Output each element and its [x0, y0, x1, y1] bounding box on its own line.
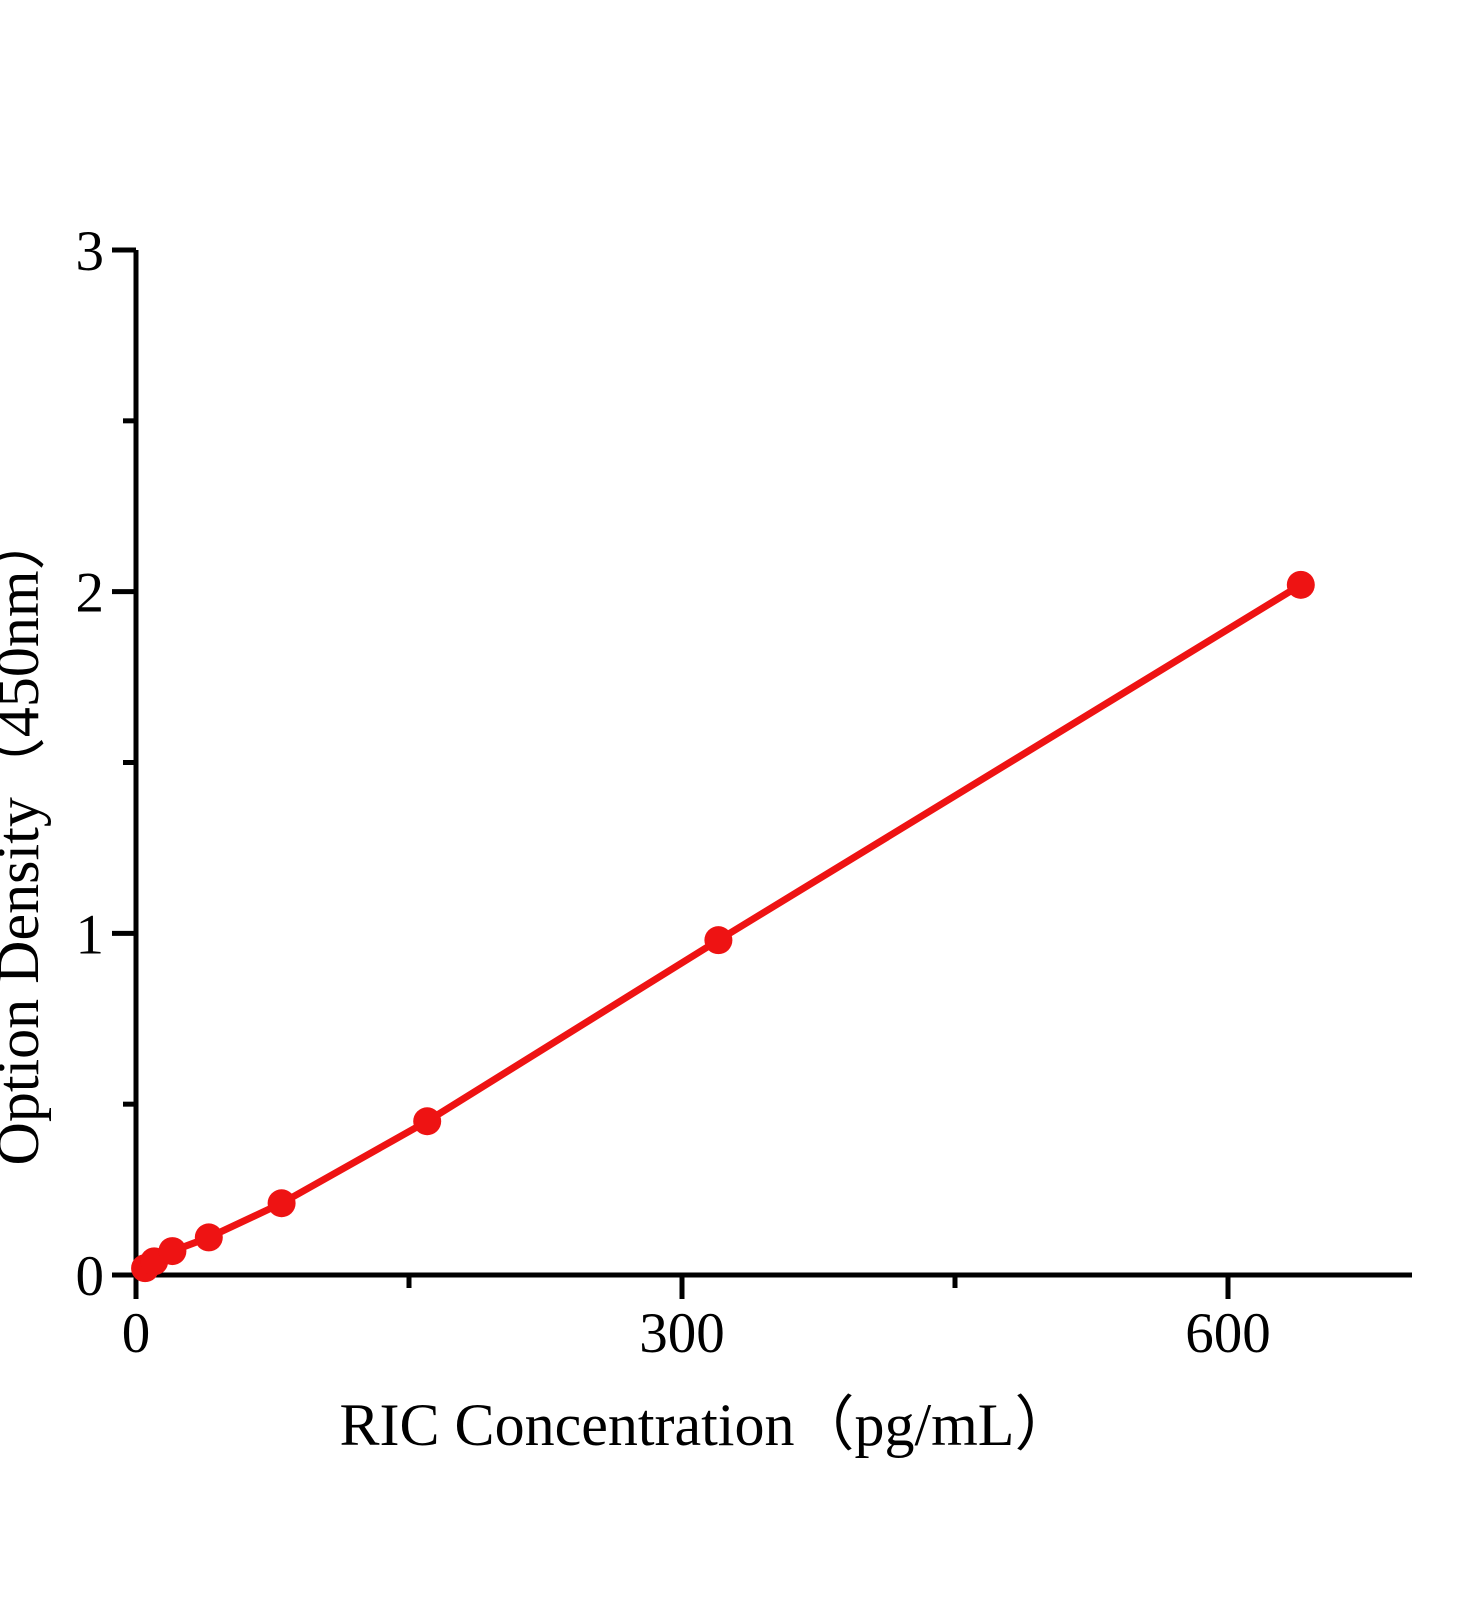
y-tick-label: 2 [76, 562, 105, 625]
y-axis-title: Option Density（450nm） [0, 511, 51, 1166]
data-point [194, 1223, 223, 1252]
x-axis-title: RIC Concentration（pg/mL） [340, 1392, 1075, 1458]
standard-curve-line [141, 581, 1305, 1272]
y-tick-label: 3 [76, 220, 105, 283]
x-tick-label: 600 [1185, 1302, 1271, 1365]
data-point [1286, 570, 1315, 599]
data-point [413, 1107, 442, 1136]
y-tick-label: 1 [76, 903, 105, 966]
x-tick-label: 300 [639, 1302, 725, 1365]
x-tick-label: 0 [122, 1302, 151, 1365]
axes-layer [117, 250, 1412, 1297]
tick-layer: 0 300 600 0 1 2 3 [76, 220, 1271, 1365]
data-point [158, 1237, 187, 1266]
y-tick-label: 0 [76, 1245, 105, 1308]
data-point [267, 1189, 296, 1218]
data-point [704, 926, 733, 955]
series-layer [131, 570, 1315, 1283]
